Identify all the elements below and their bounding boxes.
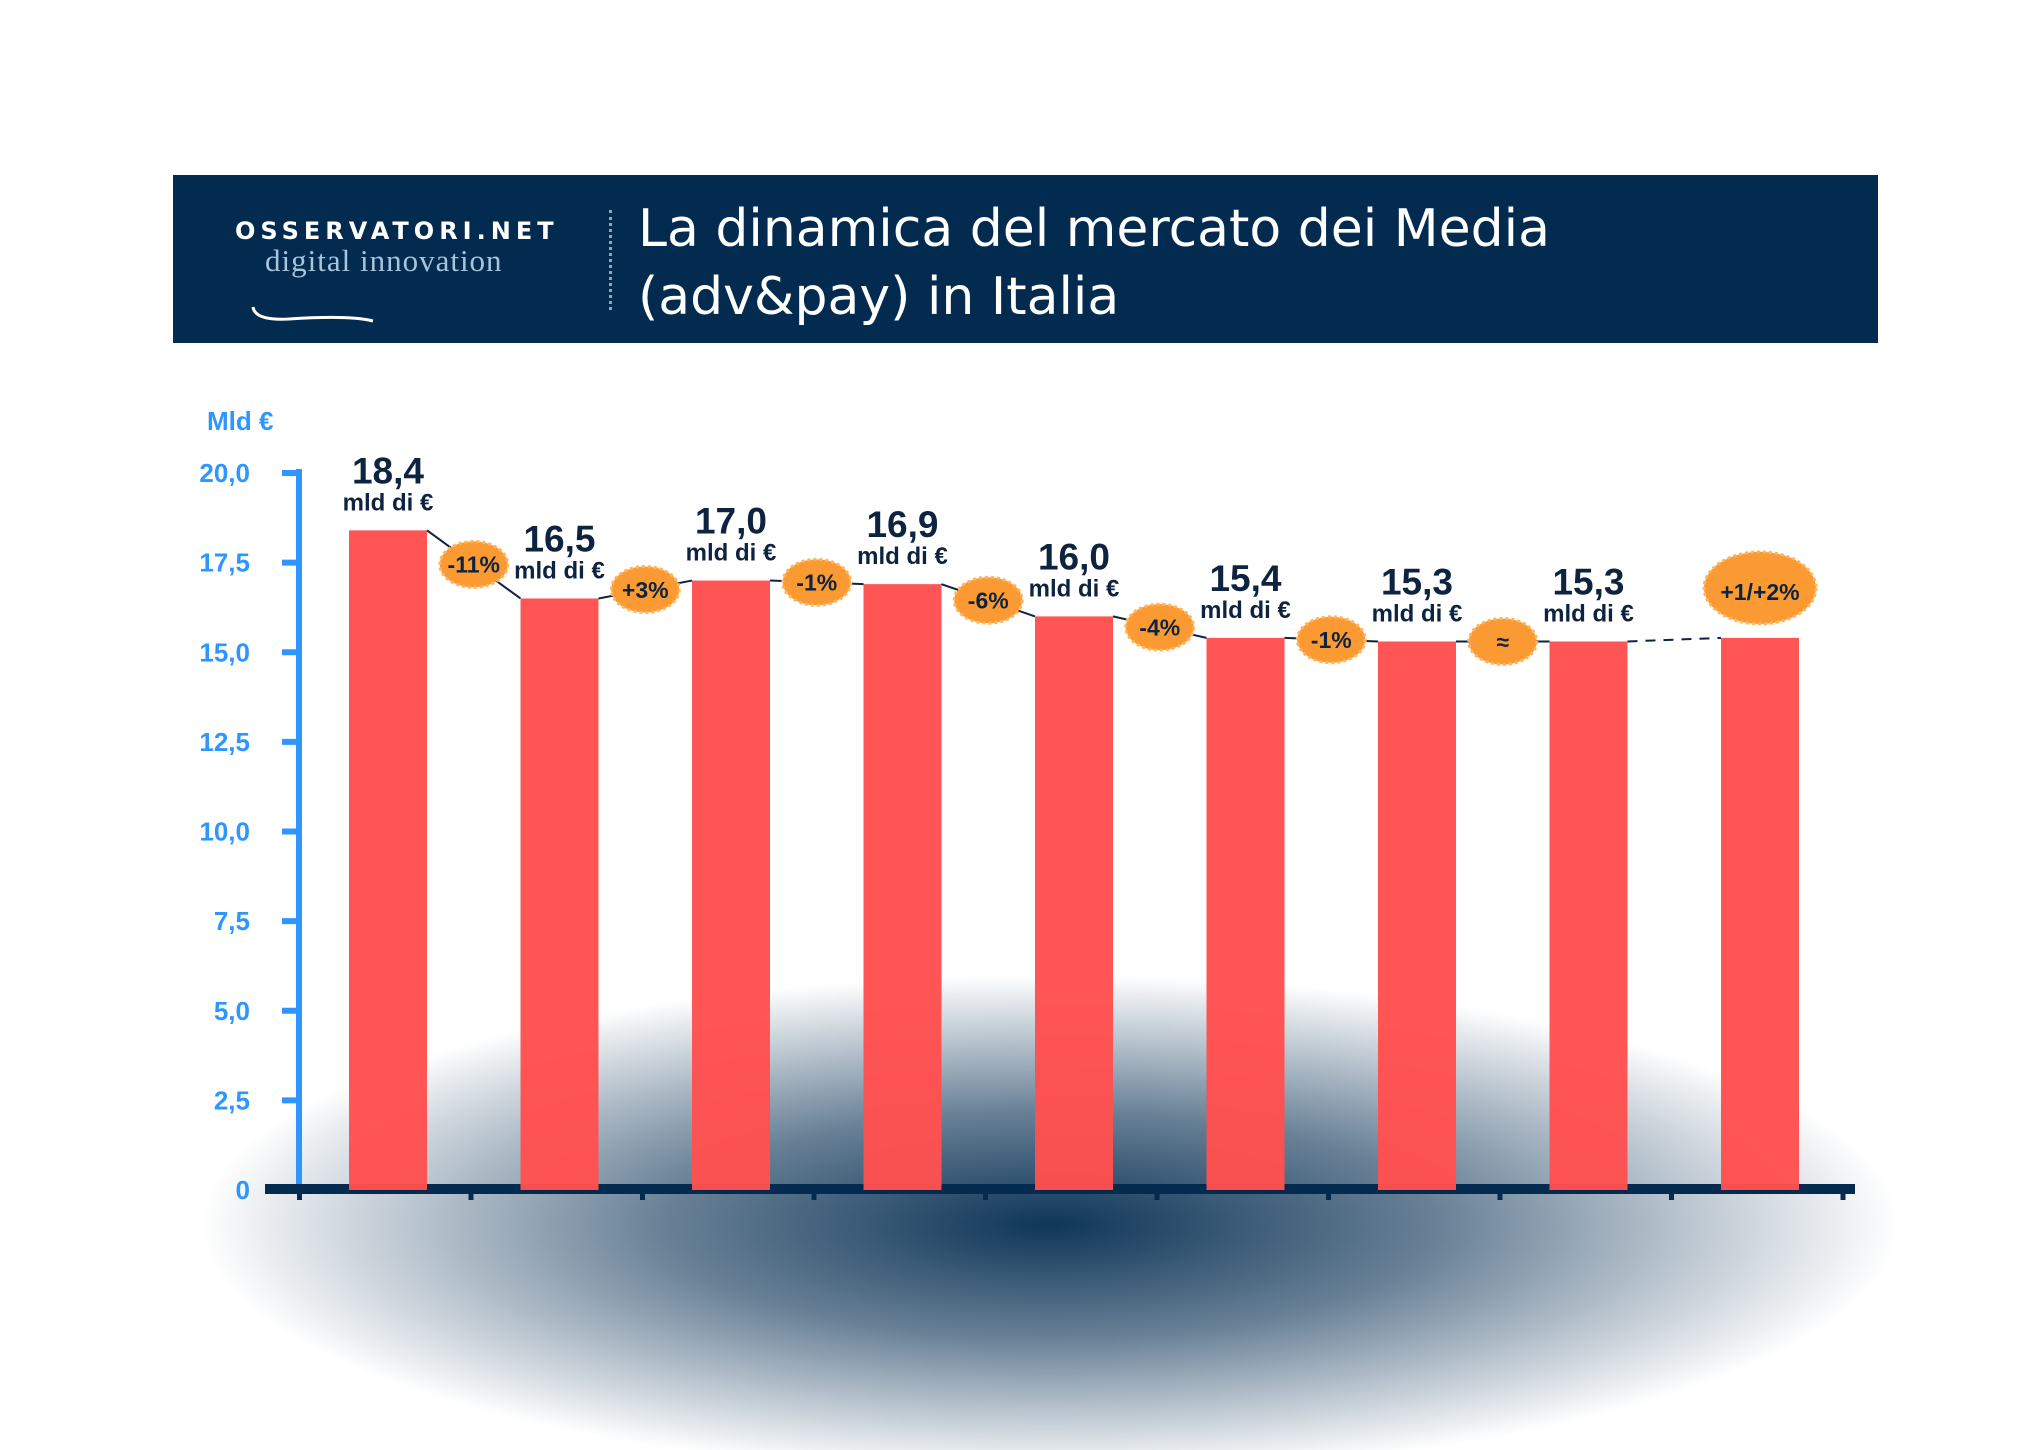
- y-axis-label: Mld €: [207, 406, 273, 436]
- x-axis-divider: [1326, 1190, 1331, 1200]
- bar: [1378, 641, 1456, 1190]
- title-line-2: (adv&pay) in Italia: [638, 267, 1120, 327]
- logo-text: OSSERVATORI.NET: [235, 217, 559, 245]
- value-label: 16,0: [1038, 536, 1110, 577]
- x-axis-divider: [1497, 1190, 1503, 1200]
- value-label: 15,4: [1209, 558, 1281, 599]
- bar: [692, 580, 770, 1190]
- unit-label: mld di €: [514, 557, 605, 584]
- unit-label: mld di €: [857, 543, 948, 570]
- connector-line: [1627, 636, 1722, 643]
- bar: [520, 598, 599, 1190]
- y-tick-label: 12,5: [199, 727, 250, 757]
- header-banner: OSSERVATORI.NET digital innovation La di…: [173, 175, 1878, 343]
- change-badge: [1467, 616, 1539, 666]
- value-label: 15,3: [1552, 561, 1624, 602]
- change-label: +1/+2%: [1720, 579, 1799, 605]
- y-tick-label: 7,5: [214, 906, 250, 936]
- change-label: +3%: [622, 577, 669, 603]
- value-label: 18,4: [352, 450, 424, 491]
- change-label: ≈: [1496, 629, 1509, 655]
- change-label: -11%: [448, 552, 500, 578]
- x-axis-divider: [1154, 1190, 1160, 1200]
- x-axis-divider: [640, 1190, 645, 1200]
- y-tick-label: 0: [236, 1175, 250, 1200]
- bar: [1206, 637, 1285, 1190]
- y-tick-label: 2,5: [214, 1085, 250, 1115]
- change-badge: [1295, 615, 1367, 665]
- bar: [863, 584, 942, 1190]
- change-badge: [1702, 550, 1818, 626]
- unit-label: mld di €: [686, 540, 777, 567]
- page-title: La dinamica del mercato dei Media (adv&p…: [638, 195, 1550, 331]
- change-label: -4%: [1139, 614, 1180, 640]
- y-tick-label: 20,0: [199, 458, 250, 488]
- logo-swash-icon: [251, 306, 374, 323]
- value-label: 16,5: [523, 518, 595, 559]
- unit-label: mld di €: [1372, 600, 1463, 627]
- x-axis-divider: [297, 1190, 302, 1200]
- value-label: 17,0: [695, 501, 767, 542]
- header-divider: [609, 210, 612, 310]
- x-axis-divider: [1669, 1190, 1674, 1200]
- change-badge: [781, 557, 853, 607]
- y-tick-label: 17,5: [199, 548, 250, 578]
- logo-subtext: digital innovation: [265, 243, 503, 278]
- value-label: 16,9: [866, 504, 938, 545]
- value-label: 15,3: [1381, 561, 1453, 602]
- unit-label: mld di €: [1200, 597, 1291, 624]
- bar: [1549, 641, 1628, 1190]
- title-line-1: La dinamica del mercato dei Media: [638, 199, 1550, 259]
- unit-label: mld di €: [1029, 575, 1120, 602]
- x-axis-divider: [983, 1190, 988, 1200]
- x-axis-divider: [1840, 1190, 1846, 1200]
- x-axis-divider: [811, 1190, 817, 1200]
- y-tick-label: 15,0: [199, 637, 250, 667]
- unit-label: mld di €: [1543, 600, 1634, 627]
- change-badge: [952, 575, 1024, 625]
- y-tick-label: 10,0: [199, 817, 250, 847]
- osservatori-logo: OSSERVATORI.NET digital innovation: [235, 217, 559, 323]
- change-label: -1%: [796, 570, 837, 596]
- y-tick-label: 5,0: [214, 996, 250, 1026]
- change-badge: [1124, 602, 1196, 652]
- unit-label: mld di €: [343, 489, 434, 516]
- x-axis-divider: [468, 1190, 474, 1200]
- change-label: -1%: [1311, 627, 1352, 653]
- bar: [1035, 616, 1113, 1190]
- change-badge: [438, 539, 510, 589]
- bar: [349, 530, 427, 1190]
- bar-chart: Mld €02,55,07,510,012,515,017,520,0 18,4m…: [199, 406, 1855, 1200]
- change-label: -6%: [968, 588, 1009, 614]
- bar: [1721, 637, 1799, 1190]
- change-badge: [609, 565, 681, 615]
